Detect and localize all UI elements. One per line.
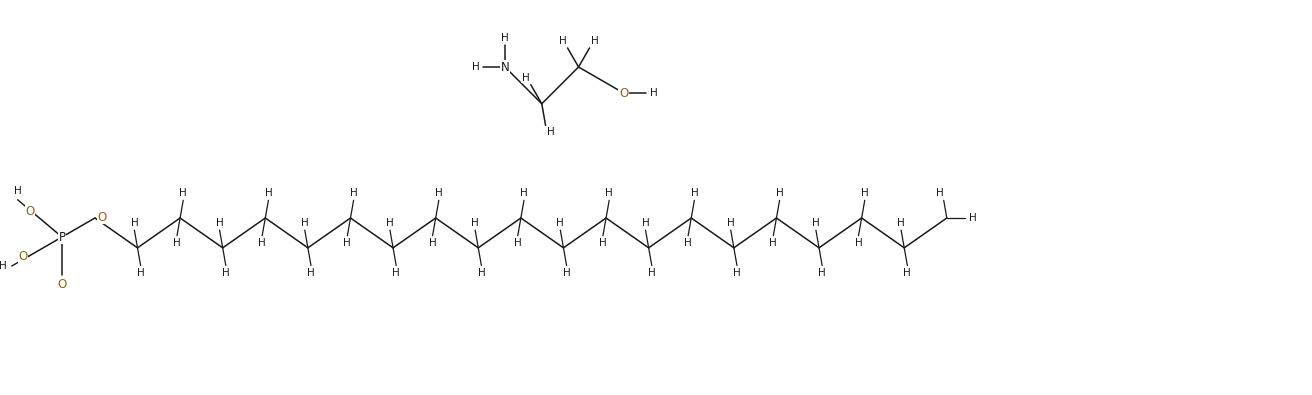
Text: H: H xyxy=(501,33,509,43)
Text: H: H xyxy=(970,213,976,223)
Text: H: H xyxy=(520,188,527,198)
Text: P: P xyxy=(59,231,66,243)
Text: H: H xyxy=(904,267,912,278)
Text: O: O xyxy=(18,250,28,263)
Text: H: H xyxy=(258,238,266,248)
Text: H: H xyxy=(854,238,862,248)
Text: H: H xyxy=(556,218,564,228)
Text: H: H xyxy=(649,88,657,98)
Text: H: H xyxy=(861,188,869,198)
Text: H: H xyxy=(547,128,555,137)
Text: O: O xyxy=(619,87,628,100)
Text: H: H xyxy=(136,267,144,278)
Text: H: H xyxy=(434,188,442,198)
Text: H: H xyxy=(472,62,480,72)
Text: H: H xyxy=(13,186,21,196)
Text: H: H xyxy=(386,218,394,228)
Text: H: H xyxy=(350,188,357,198)
Text: H: H xyxy=(769,238,777,248)
Text: H: H xyxy=(590,36,598,46)
Text: H: H xyxy=(215,218,223,228)
Text: H: H xyxy=(300,218,308,228)
Text: H: H xyxy=(429,238,437,248)
Text: H: H xyxy=(222,267,230,278)
Text: H: H xyxy=(522,73,530,83)
Text: H: H xyxy=(563,267,571,278)
Text: N: N xyxy=(501,60,509,73)
Text: H: H xyxy=(812,218,820,228)
Text: H: H xyxy=(605,188,613,198)
Text: H: H xyxy=(935,188,943,198)
Text: H: H xyxy=(265,188,273,198)
Text: H: H xyxy=(130,218,138,228)
Text: O: O xyxy=(25,205,34,218)
Text: H: H xyxy=(392,267,400,278)
Text: O: O xyxy=(58,278,67,290)
Text: H: H xyxy=(307,267,315,278)
Text: H: H xyxy=(648,267,656,278)
Text: H: H xyxy=(173,238,181,248)
Text: H: H xyxy=(471,218,479,228)
Text: H: H xyxy=(0,261,7,271)
Text: H: H xyxy=(600,238,607,248)
Text: H: H xyxy=(344,238,352,248)
Text: H: H xyxy=(642,218,649,228)
Text: H: H xyxy=(690,188,698,198)
Text: H: H xyxy=(685,238,691,248)
Text: H: H xyxy=(733,267,741,278)
Text: H: H xyxy=(514,238,522,248)
Text: H: H xyxy=(897,218,905,228)
Text: H: H xyxy=(559,36,567,46)
Text: H: H xyxy=(478,267,485,278)
Text: H: H xyxy=(727,218,735,228)
Text: O: O xyxy=(97,211,106,224)
Text: H: H xyxy=(775,188,783,198)
Text: H: H xyxy=(819,267,827,278)
Text: H: H xyxy=(180,188,188,198)
